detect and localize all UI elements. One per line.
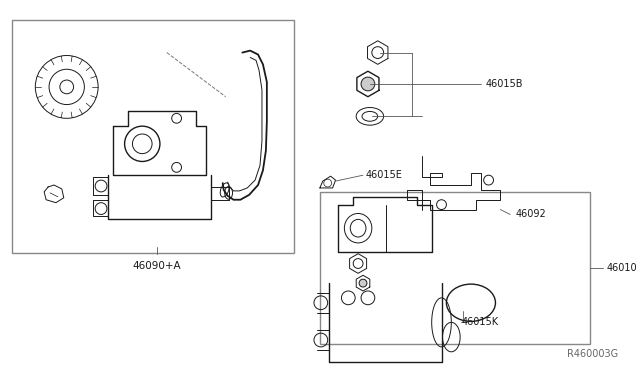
Text: 46015E: 46015E bbox=[366, 170, 403, 180]
Bar bbox=[320, 192, 589, 344]
Bar bbox=[12, 20, 294, 253]
Text: R460003G: R460003G bbox=[567, 349, 618, 359]
Text: 46015B: 46015B bbox=[486, 80, 523, 89]
Circle shape bbox=[359, 279, 367, 287]
Circle shape bbox=[361, 77, 375, 91]
Text: 46090+A: 46090+A bbox=[132, 260, 181, 270]
Text: 46092: 46092 bbox=[515, 209, 546, 219]
Text: 46015K: 46015K bbox=[461, 317, 499, 327]
Text: 46010: 46010 bbox=[606, 263, 637, 273]
